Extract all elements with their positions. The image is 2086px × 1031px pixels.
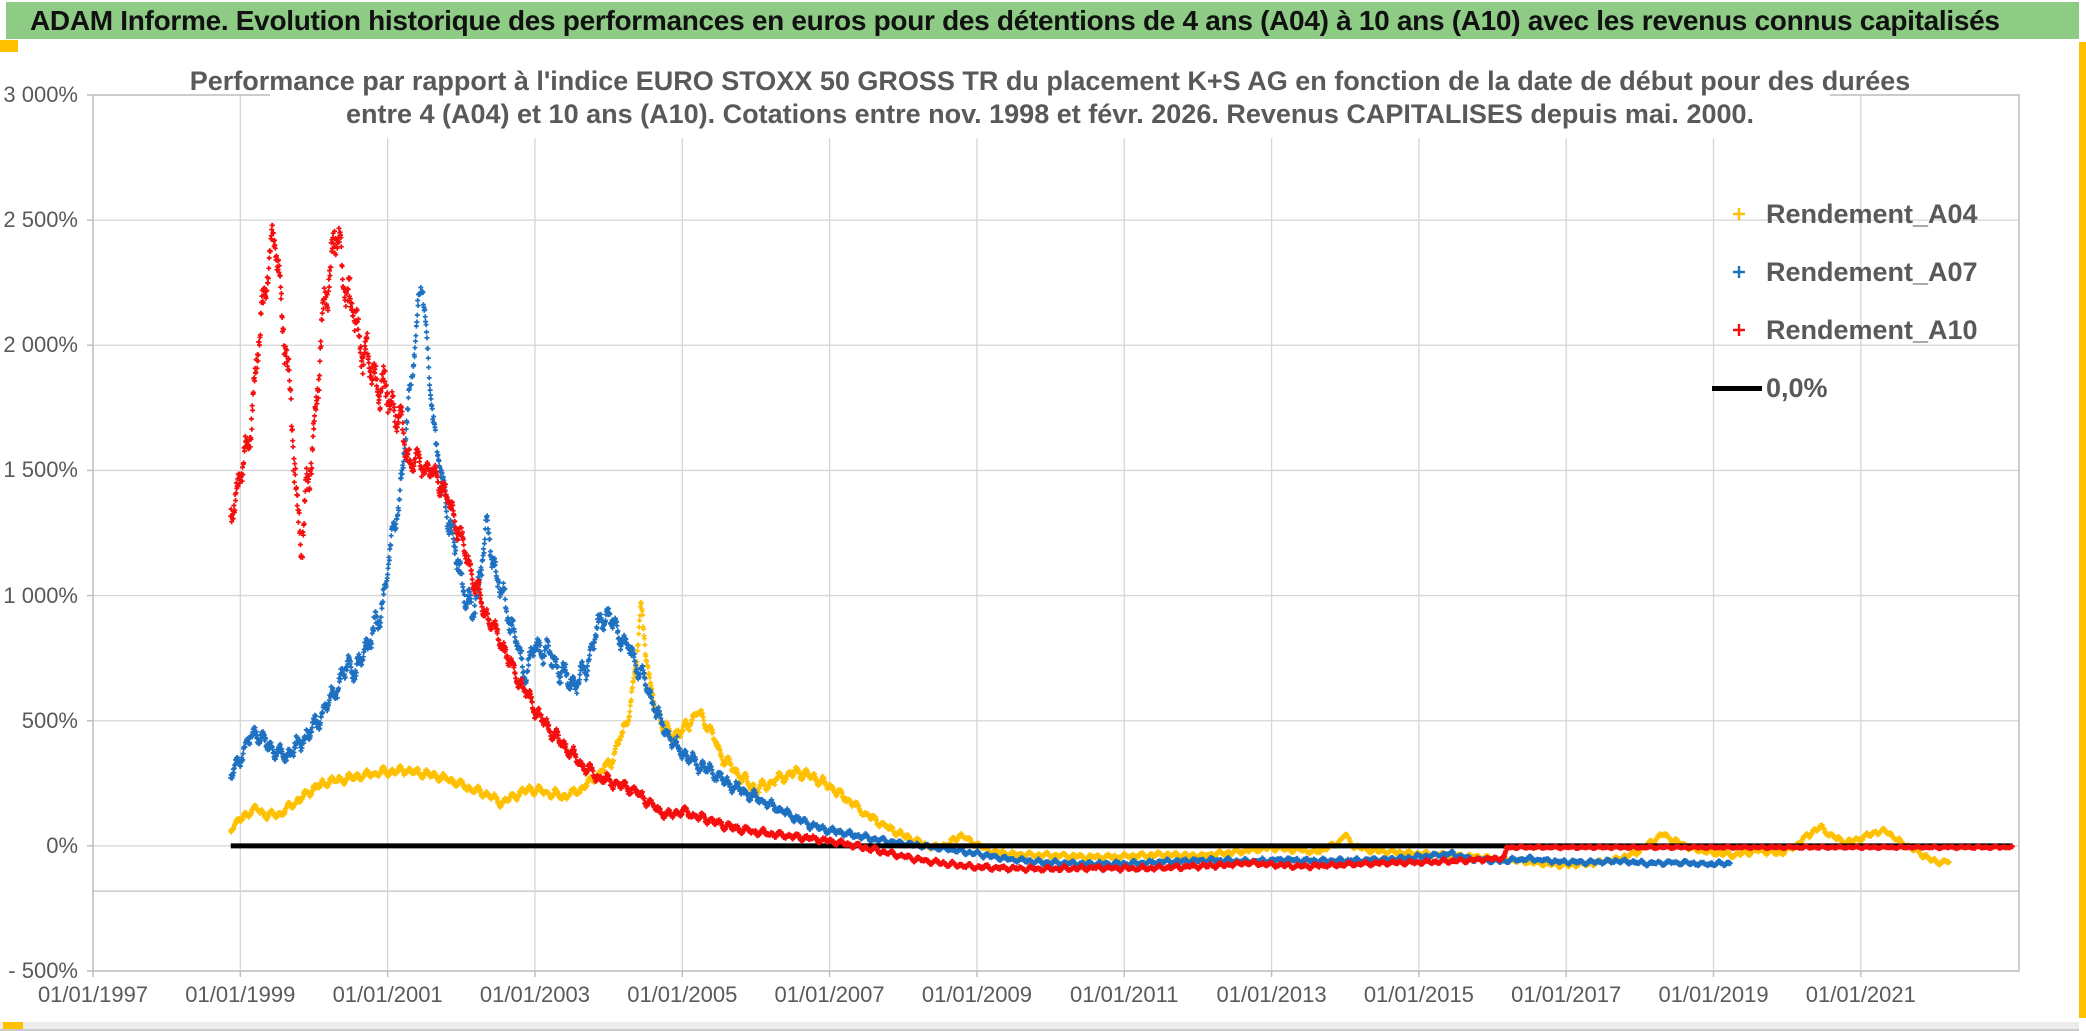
- x-tick-label: 01/01/1997: [37, 982, 149, 1007]
- legend-item-rendement-a10[interactable]: Rendement_A10: [1712, 301, 1978, 359]
- x-tick-label: 01/01/2013: [1216, 982, 1327, 1007]
- chart-title[interactable]: Performance par rapport à l'indice EURO …: [190, 58, 1910, 138]
- x-tick-label: 01/01/2021: [1805, 982, 1916, 1007]
- legend-swatch-a04: [1733, 208, 1745, 220]
- x-tick-label: 01/01/2007: [774, 982, 885, 1007]
- zero-line-swatch: [1712, 385, 1762, 391]
- yellow-corner-accent: [0, 40, 18, 52]
- legend-label: Rendement_A07: [1766, 256, 1978, 287]
- x-tick-label: 01/01/2015: [1363, 982, 1474, 1007]
- x-tick-label: 01/01/2001: [332, 982, 443, 1007]
- yellow-right-strip: [2079, 42, 2086, 1018]
- plus-marker-icon: [1712, 205, 1766, 223]
- bottom-scrollbar[interactable]: [0, 1022, 2079, 1031]
- y-tick-label: 500%: [21, 707, 78, 733]
- chart-legend[interactable]: Rendement_A04 Rendement_A07 Rendement_A1…: [1712, 185, 1978, 417]
- sheet-title-text: ADAM Informe. Evolution historique des p…: [30, 4, 2000, 36]
- y-tick-label: 1 000%: [3, 582, 78, 608]
- plus-marker-icon: [1712, 321, 1766, 339]
- plot-area[interactable]: [0, 40, 2086, 1031]
- x-tick-label: 01/01/2019: [1658, 982, 1769, 1007]
- legend-item-rendement-a07[interactable]: Rendement_A07: [1712, 243, 1978, 301]
- y-tick-label: 1 500%: [3, 457, 78, 483]
- plus-marker-icon: [1712, 263, 1766, 281]
- x-tick-label: 01/01/1999: [185, 982, 296, 1007]
- y-tick-label: 2 000%: [3, 332, 78, 358]
- yellow-scroll-accent: [3, 1022, 23, 1029]
- x-tick-label: 01/01/2017: [1511, 982, 1622, 1007]
- sheet-title-bar: ADAM Informe. Evolution historique des p…: [6, 2, 2079, 39]
- chart-title-line2: entre 4 (A04) et 10 ans (A10). Cotations…: [345, 99, 1755, 129]
- legend-swatch-a10: [1733, 324, 1745, 336]
- x-tick-label: 01/01/2009: [921, 982, 1032, 1007]
- legend-swatch-a07: [1733, 266, 1745, 278]
- chart-title-line1: Performance par rapport à l'indice EURO …: [189, 66, 1911, 96]
- y-tick-label: 2 500%: [3, 207, 78, 233]
- legend-label: Rendement_A10: [1766, 314, 1978, 345]
- legend-item-rendement-a04[interactable]: Rendement_A04: [1712, 185, 1978, 243]
- legend-item-zero-line[interactable]: 0,0%: [1712, 359, 1978, 417]
- x-tick-label: 01/01/2003: [479, 982, 590, 1007]
- x-tick-label: 01/01/2005: [627, 982, 738, 1007]
- legend-label: 0,0%: [1766, 372, 1828, 403]
- y-tick-label: 3 000%: [3, 82, 78, 107]
- legend-label: Rendement_A04: [1766, 198, 1978, 229]
- y-tick-label: - 500%: [8, 958, 78, 983]
- x-tick-label: 01/01/2011: [1069, 982, 1179, 1007]
- y-tick-label: 0%: [46, 832, 78, 858]
